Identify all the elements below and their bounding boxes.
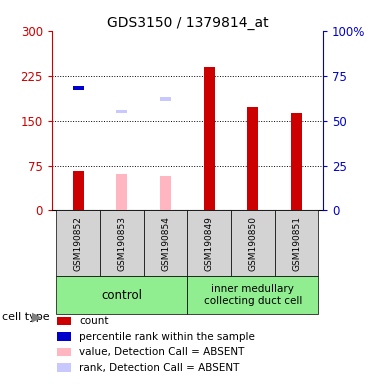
Text: GSM190850: GSM190850 xyxy=(248,216,257,271)
Bar xyxy=(187,276,318,314)
Bar xyxy=(160,97,171,101)
Text: value, Detection Call = ABSENT: value, Detection Call = ABSENT xyxy=(79,347,244,357)
Bar xyxy=(56,276,187,314)
Bar xyxy=(116,110,127,113)
Bar xyxy=(116,174,127,210)
Bar xyxy=(275,210,318,276)
Bar xyxy=(204,67,215,210)
Text: GSM190849: GSM190849 xyxy=(205,216,214,271)
Title: GDS3150 / 1379814_at: GDS3150 / 1379814_at xyxy=(106,16,268,30)
Bar xyxy=(58,363,71,372)
Text: percentile rank within the sample: percentile rank within the sample xyxy=(79,331,255,341)
Text: inner medullary
collecting duct cell: inner medullary collecting duct cell xyxy=(204,284,302,306)
Bar xyxy=(73,86,83,90)
Bar xyxy=(231,210,275,276)
Text: GSM190851: GSM190851 xyxy=(292,216,301,271)
Bar xyxy=(291,113,302,210)
Bar xyxy=(58,316,71,325)
Text: count: count xyxy=(79,316,109,326)
Text: GSM190853: GSM190853 xyxy=(117,216,127,271)
Bar xyxy=(100,210,144,276)
Text: GSM190852: GSM190852 xyxy=(74,216,83,271)
Bar xyxy=(58,348,71,356)
Bar xyxy=(73,172,83,210)
Text: GSM190854: GSM190854 xyxy=(161,216,170,271)
Bar xyxy=(247,108,258,210)
Text: ▶: ▶ xyxy=(32,310,41,323)
Bar xyxy=(160,176,171,210)
Text: control: control xyxy=(101,289,142,301)
Text: cell type: cell type xyxy=(2,312,49,322)
Bar xyxy=(187,210,231,276)
Bar xyxy=(58,332,71,341)
Bar xyxy=(56,210,100,276)
Text: rank, Detection Call = ABSENT: rank, Detection Call = ABSENT xyxy=(79,362,239,372)
Bar xyxy=(144,210,187,276)
